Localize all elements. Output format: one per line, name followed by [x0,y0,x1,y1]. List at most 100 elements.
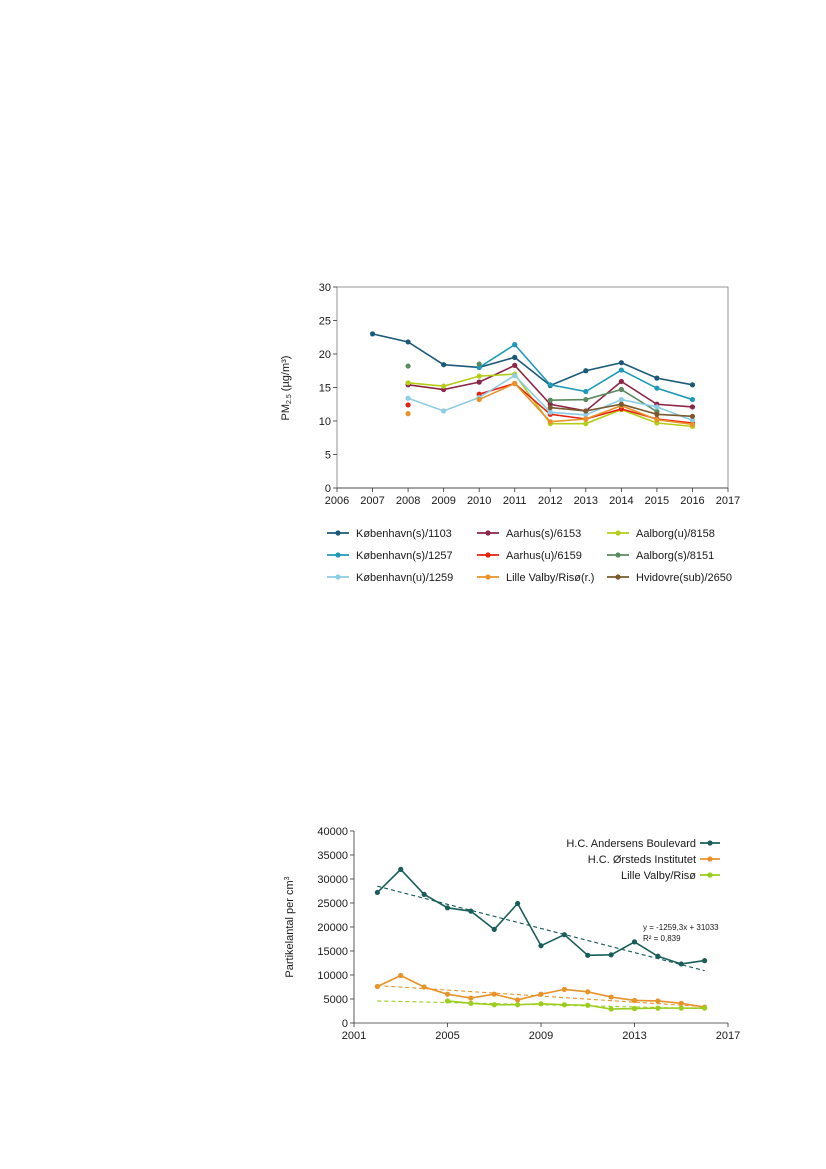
point-h-c-orsteds-institutet [631,997,638,1004]
pm25-y-tick-label: 30 [319,282,331,294]
point-kobenhavn-s-1257 [618,367,624,373]
point-kobenhavn-s-1257 [547,382,553,388]
legend-label: København(s)/1257 [356,550,453,562]
particle-x-tick-label: 2009 [529,1030,553,1042]
point-h-c-andersens-boulevard [538,943,544,949]
point-lille-valby-riso [678,1005,684,1011]
particle-x-tick-label: 2017 [716,1030,740,1042]
legend-swatch-marker [615,530,621,536]
legend-label: H.C. Andersens Boulevard [566,838,696,850]
point-aalborg-s-8151 [476,361,482,367]
legend-swatch-marker [707,872,713,878]
pm25-y-axis-label-main: PM [280,404,292,421]
point-aalborg-s-8151 [618,386,624,393]
legend-swatch-marker [335,552,341,558]
point-lille-valby-riso-r [512,380,518,387]
point-lille-valby-riso [561,1002,567,1008]
legend-swatch-marker [485,530,491,536]
particle-y-tick-label: 30000 [317,874,348,886]
particle-x-tick-label: 2013 [622,1030,646,1042]
point-h-c-andersens-boulevard [702,958,708,964]
point-h-c-andersens-boulevard [374,889,380,896]
particle-y-axis-label: Partikelantal per cm3 [284,876,296,977]
legend-label: Hvidovre(sub)/2650 [636,572,732,584]
point-h-c-andersens-boulevard [515,900,521,907]
particle-y-tick-label: 40000 [317,826,348,838]
legend-label: København(u)/1259 [356,572,453,584]
particle-y-tick-label: 10000 [317,970,348,982]
pm25-y-tick-label: 10 [319,416,331,428]
pm25-legend: København(s)/1103 Aarhus(s)/6153 Aalborg(u… [327,528,732,584]
legend-item-h-c-andersens-boulevard: H.C. Andersens Boulevard [566,838,720,850]
pm25-x-tick-label: 2010 [467,495,491,507]
particle-series [374,866,708,1012]
legend-swatch-marker [485,574,491,580]
point-aalborg-u-8158 [441,383,447,389]
point-lille-valby-riso-r [583,416,589,422]
pm25-x-tick-label: 2016 [680,495,704,507]
pm25-y-tick-label: 5 [325,450,331,462]
legend-item-lille-valby-riso-r: Lille Valby/Risø(r.) [477,572,594,584]
legend-item-aarhus-u-6159: Aarhus(u)/6159 [477,550,582,562]
point-aalborg-u-8158 [476,373,482,379]
pm25-x-tick-label: 2011 [503,495,527,507]
point-kobenhavn-u-1259 [441,408,447,414]
trend-equation: y = -1259,3x + 31033 [643,923,719,932]
series-h-c-andersens-boulevard [374,866,708,972]
point-kobenhavn-s-1257 [583,388,589,395]
point-kobenhavn-u-1259 [654,404,660,410]
legend-label: Lille Valby/Risø [621,870,696,882]
point-kobenhavn-s-1257 [654,385,660,391]
line-lille-valby-riso [447,1000,705,1010]
pm25-y-axis-label-unit: (µg/m³) [280,356,292,392]
point-kobenhavn-s-1103 [441,362,447,368]
point-lille-valby-riso [655,1005,661,1011]
point-aarhus-s-6153 [689,404,696,410]
legend-item-h-c-orsteds-institutet: H.C. Ørsteds Institutet [588,854,720,866]
point-kobenhavn-s-1103 [689,382,696,388]
pm25-x-tick-label: 2009 [431,495,455,507]
legend-label: Aalborg(u)/8158 [636,528,715,540]
legend-item-hvidovre-sub-2650: Hvidovre(sub)/2650 [607,572,732,584]
point-lille-valby-riso-r [405,411,411,417]
pm25-x-tick-label: 2015 [645,495,669,507]
point-h-c-orsteds-institutet [678,1000,684,1006]
point-hvidovre-sub-2650 [654,411,660,417]
series-kobenhavn-s-1257 [476,342,696,403]
legend-label: Aarhus(u)/6159 [506,550,582,562]
particle-axes: 0 5000 10000 15000 20000 25000 30000 35000 40000… [317,826,740,1042]
legend-item-aalborg-s-8151: Aalborg(s)/8151 [607,550,714,562]
point-aalborg-s-8151 [583,396,589,403]
particle-y-tick-label: 5000 [324,994,348,1006]
point-lille-valby-riso [444,998,451,1004]
point-h-c-andersens-boulevard [444,905,451,911]
point-h-c-orsteds-institutet [398,972,404,979]
point-h-c-orsteds-institutet [374,983,380,990]
point-kobenhavn-u-1259 [405,395,411,401]
point-hvidovre-sub-2650 [618,401,624,407]
point-h-c-andersens-boulevard [655,953,661,959]
point-lille-valby-riso [631,1006,638,1012]
point-h-c-andersens-boulevard [585,952,591,958]
pm25-y-tick-label: 0 [325,483,331,495]
pm25-chart: 0 5 10 15 20 25 30 2006 2007 2008 2009 2010 2011 2012… [280,282,740,584]
pm25-y-tick-label: 25 [319,316,331,328]
particle-y-axis-label-main: Partikelantal per cm [284,880,296,977]
point-h-c-andersens-boulevard [608,952,614,958]
point-lille-valby-riso-r [654,417,660,423]
point-h-c-orsteds-institutet [491,991,497,997]
point-h-c-andersens-boulevard [678,961,684,967]
point-aarhus-s-6153 [618,378,624,385]
legend-item-aalborg-u-8158: Aalborg(u)/8158 [607,528,715,540]
point-h-c-andersens-boulevard [398,866,404,873]
pm25-y-tick-label: 15 [319,383,331,395]
point-lille-valby-riso [585,1002,591,1008]
particle-y-tick-label: 25000 [317,898,348,910]
point-h-c-andersens-boulevard [421,891,427,897]
legend-swatch-marker [335,530,341,536]
point-kobenhavn-u-1259 [547,409,553,415]
point-h-c-orsteds-institutet [515,997,521,1003]
pm25-x-tick-label: 2007 [360,495,384,507]
legend-item-aarhus-s-6153: Aarhus(s)/6153 [477,528,581,540]
point-h-c-orsteds-institutet [608,994,614,1000]
